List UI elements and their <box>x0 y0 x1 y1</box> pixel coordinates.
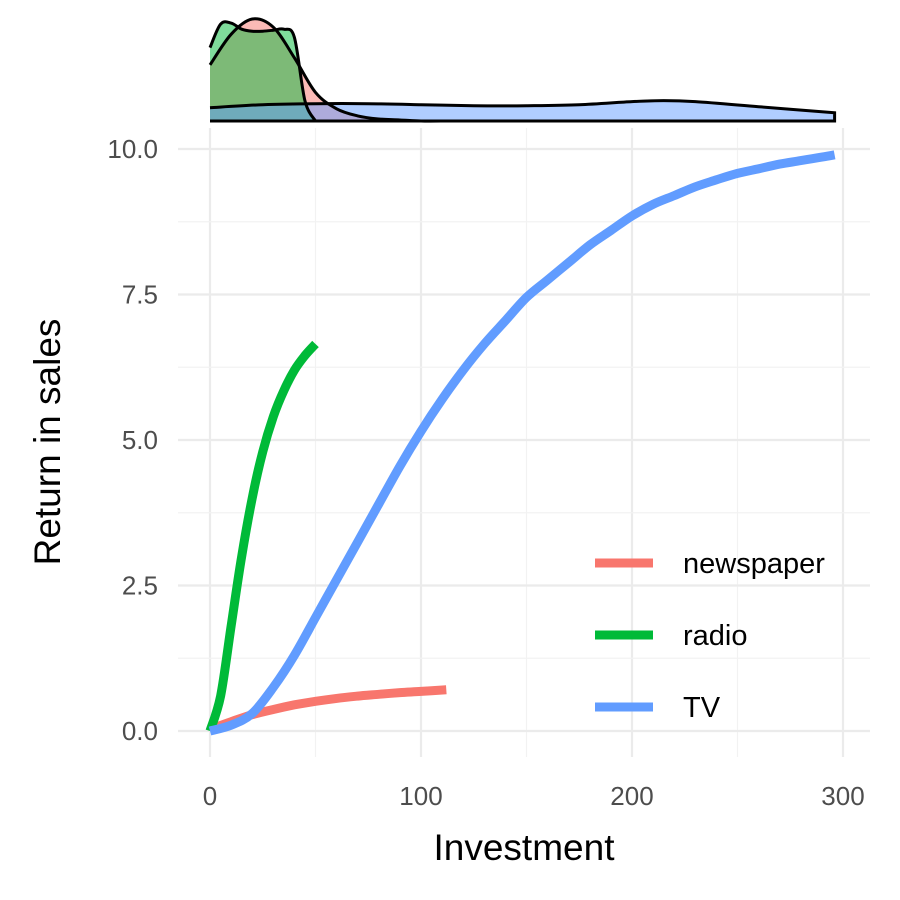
legend-label-newspaper: newspaper <box>683 548 825 580</box>
y-axis-title: Return in sales <box>27 319 68 566</box>
legend: newspaper radio TV <box>595 548 825 724</box>
series-line-radio <box>205 340 319 733</box>
x-axis-title: Investment <box>434 827 616 868</box>
x-axis-ticks: 0 100 200 300 <box>203 781 865 811</box>
y-tick-label: 0.0 <box>122 716 158 746</box>
y-tick-label: 5.0 <box>122 425 158 455</box>
marginal-density <box>208 17 837 123</box>
series-line-TV <box>208 150 836 736</box>
density-area-TV <box>210 100 835 121</box>
x-tick-label: 200 <box>610 781 653 811</box>
y-axis-ticks: 0.0 2.5 5.0 7.5 10.0 <box>107 134 158 746</box>
density-outline-TV <box>209 99 837 123</box>
y-tick-label: 10.0 <box>107 134 158 164</box>
y-tick-label: 7.5 <box>122 280 158 310</box>
grid <box>178 128 870 757</box>
legend-label-TV: TV <box>683 692 721 724</box>
legend-label-radio: radio <box>683 620 748 652</box>
plot-lines <box>205 150 836 736</box>
y-tick-label: 2.5 <box>122 571 158 601</box>
x-tick-label: 300 <box>821 781 864 811</box>
density-outline-radio <box>208 20 318 123</box>
x-tick-label: 0 <box>203 781 217 811</box>
x-tick-label: 100 <box>399 781 442 811</box>
